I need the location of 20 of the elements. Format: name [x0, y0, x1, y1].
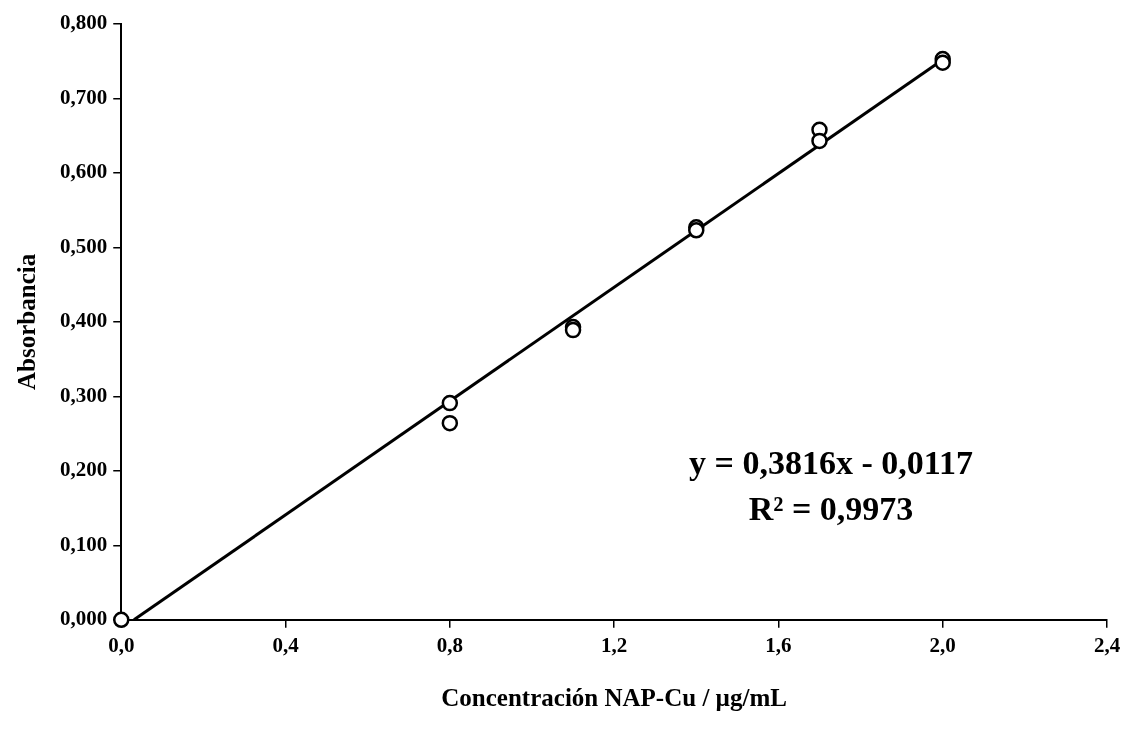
x-tick-label: 2,0: [929, 632, 956, 657]
y-tick-label: 0,600: [60, 159, 108, 184]
annotation: y = 0,3816x - 0,0117: [689, 443, 973, 481]
y-axis-title: Absorbancia: [13, 253, 41, 390]
x-tick-label: 2,4: [1093, 632, 1121, 657]
y-tick-label: 0,200: [60, 457, 108, 482]
y-tick-label: 0,100: [60, 531, 108, 556]
y-tick-label: 0,300: [60, 382, 108, 407]
x-tick-label: 0,8: [436, 632, 463, 657]
x-tick-label: 1,6: [765, 632, 792, 657]
y-tick-label: 0,700: [60, 84, 108, 109]
x-tick-label: 0,4: [272, 632, 300, 657]
y-tick-label: 0,400: [60, 308, 108, 333]
y-tick-label: 0,000: [60, 606, 108, 631]
y-tick-label: 0,500: [60, 233, 108, 258]
x-axis-title: Concentración NAP-Cu / µg/mL: [441, 684, 787, 712]
y-tick-label: 0,800: [60, 10, 108, 35]
x-tick-label: 0,0: [108, 632, 135, 657]
annotation: R² = 0,9973: [748, 489, 914, 527]
x-tick-label: 1,2: [601, 632, 628, 657]
